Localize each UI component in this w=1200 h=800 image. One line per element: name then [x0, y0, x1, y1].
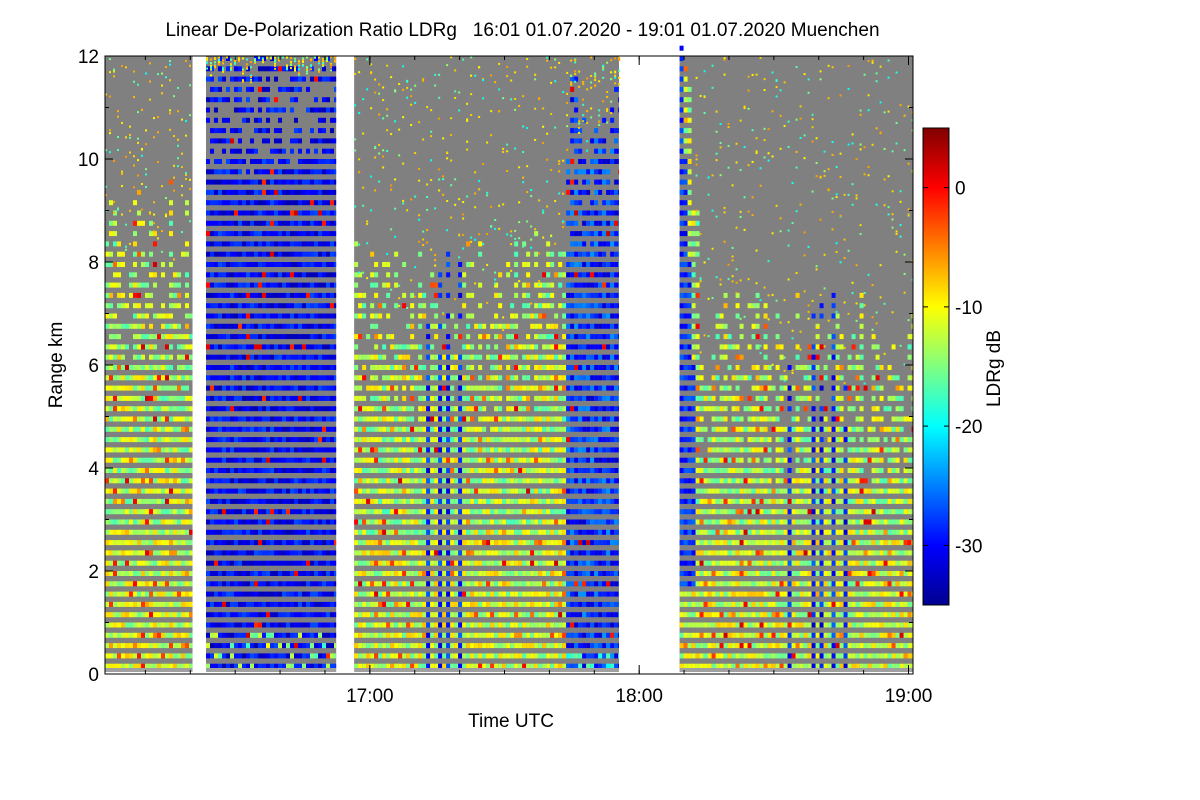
colorbar: 0 -10 -20 -30	[922, 127, 982, 606]
colorbar-tick-label: -30	[955, 536, 982, 557]
colorbar-tick-label: 0	[955, 179, 966, 200]
heatmap-segment	[354, 56, 621, 672]
y-tick-label: 2	[88, 562, 99, 583]
heatmap-segment	[679, 45, 914, 672]
y-tick-label: 8	[88, 253, 99, 274]
x-tick-label: 19:00	[885, 686, 933, 707]
y-axis-label: Range km	[46, 322, 67, 409]
y-tick-label: 0	[88, 665, 99, 686]
heatmap-segment	[206, 56, 337, 672]
heatmap-segment	[105, 56, 193, 672]
colorbar-gradient	[922, 127, 950, 606]
y-tick-label: 4	[88, 459, 99, 480]
colorbar-tick-label: -10	[955, 298, 982, 319]
x-tick-label: 18:00	[615, 686, 663, 707]
x-axis-label: Time UTC	[468, 711, 554, 732]
chart-title: Linear De-Polarization Ratio LDRg 16:01 …	[165, 20, 880, 41]
y-tick-label: 12	[78, 47, 99, 68]
x-tick-label: 17:00	[346, 686, 394, 707]
axes: 0 2 4 6 8 10 12 17:00 18:00 19:00	[78, 47, 932, 707]
heatmap-plot-area	[105, 45, 914, 672]
colorbar-tick-label: -20	[955, 417, 982, 438]
y-tick-label: 10	[78, 150, 99, 171]
colorbar-label: LDRg dB	[984, 330, 1005, 407]
y-tick-label: 6	[88, 356, 99, 377]
